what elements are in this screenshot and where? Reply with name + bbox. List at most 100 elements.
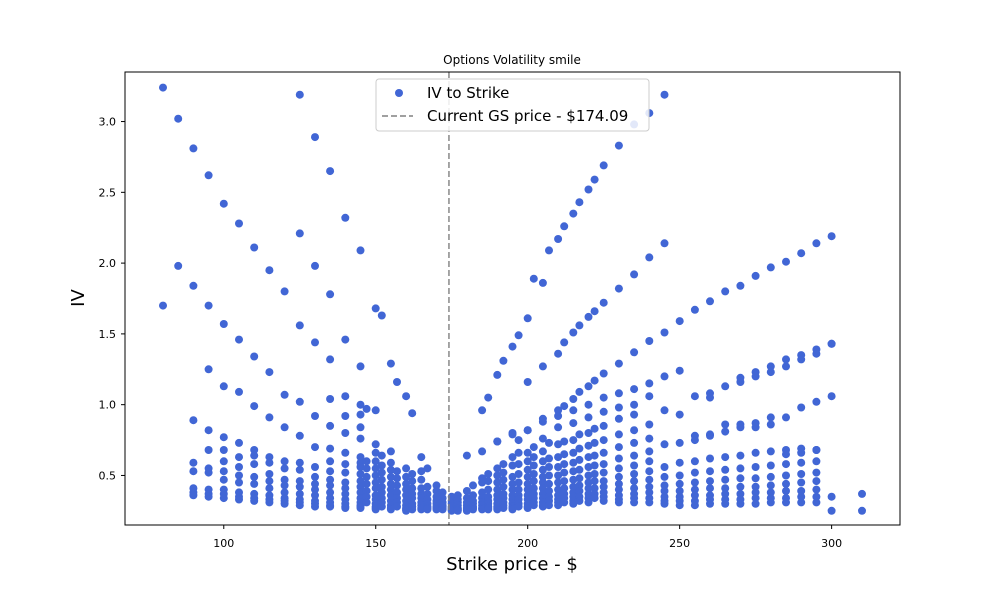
data-point bbox=[630, 400, 639, 409]
data-point bbox=[690, 485, 699, 494]
data-point bbox=[812, 239, 821, 248]
data-point bbox=[295, 465, 304, 474]
data-point bbox=[235, 438, 243, 447]
data-point bbox=[782, 362, 790, 371]
data-points bbox=[159, 83, 866, 515]
data-point bbox=[189, 281, 198, 290]
data-point bbox=[827, 492, 836, 501]
data-point bbox=[554, 453, 563, 462]
data-point bbox=[356, 488, 365, 497]
data-point bbox=[362, 464, 371, 473]
data-point bbox=[554, 485, 563, 494]
data-point bbox=[751, 482, 760, 491]
data-point bbox=[402, 464, 411, 473]
data-point bbox=[545, 479, 553, 488]
data-point bbox=[514, 331, 523, 340]
data-point bbox=[219, 475, 228, 484]
data-point bbox=[645, 498, 654, 507]
data-point bbox=[393, 474, 401, 483]
data-point bbox=[736, 474, 745, 483]
y-tick-label: 1.0 bbox=[99, 399, 117, 412]
y-tick-label: 2.5 bbox=[99, 186, 117, 199]
data-point bbox=[250, 496, 259, 505]
data-point bbox=[402, 472, 411, 481]
data-point bbox=[408, 505, 417, 514]
data-point bbox=[393, 481, 401, 490]
data-point bbox=[584, 185, 593, 194]
x-tick-label: 300 bbox=[821, 537, 842, 550]
data-point bbox=[569, 436, 578, 445]
data-point bbox=[645, 447, 654, 456]
data-point bbox=[356, 453, 365, 462]
data-point bbox=[782, 498, 790, 507]
data-point bbox=[575, 481, 584, 490]
data-point bbox=[538, 465, 547, 474]
data-point bbox=[362, 479, 371, 488]
data-point bbox=[782, 471, 790, 480]
data-point bbox=[514, 470, 523, 478]
data-point bbox=[614, 359, 623, 368]
data-point bbox=[326, 488, 335, 497]
data-point bbox=[630, 410, 639, 419]
data-point bbox=[660, 90, 669, 99]
data-point bbox=[417, 453, 426, 462]
data-point bbox=[797, 448, 806, 457]
y-tick-label: 2.0 bbox=[99, 257, 117, 270]
data-point bbox=[219, 494, 228, 503]
data-point bbox=[493, 464, 502, 473]
data-point bbox=[386, 359, 395, 368]
data-point bbox=[189, 144, 198, 153]
data-point bbox=[645, 420, 654, 429]
data-point bbox=[782, 355, 790, 364]
data-point bbox=[766, 368, 775, 377]
data-point bbox=[560, 402, 569, 411]
data-point bbox=[493, 505, 502, 514]
data-point bbox=[356, 423, 365, 432]
data-point bbox=[590, 461, 599, 470]
data-point bbox=[362, 404, 371, 413]
data-point bbox=[812, 498, 821, 507]
data-point bbox=[660, 406, 669, 415]
data-point bbox=[721, 475, 730, 484]
data-point bbox=[599, 448, 608, 457]
data-point bbox=[554, 440, 563, 449]
data-point bbox=[797, 403, 806, 412]
data-point bbox=[736, 464, 745, 473]
data-point bbox=[812, 468, 821, 477]
data-point bbox=[408, 409, 417, 418]
data-point bbox=[797, 492, 806, 501]
data-point bbox=[356, 410, 365, 419]
data-point bbox=[493, 370, 502, 379]
data-point bbox=[371, 457, 380, 466]
data-point bbox=[660, 328, 669, 337]
data-point bbox=[386, 458, 395, 467]
data-point bbox=[402, 485, 411, 494]
data-point bbox=[660, 372, 669, 381]
data-point bbox=[630, 451, 639, 460]
y-tick-label: 3.0 bbox=[99, 116, 117, 129]
data-point bbox=[204, 446, 213, 454]
data-point bbox=[721, 287, 730, 296]
data-point bbox=[462, 487, 471, 495]
data-point bbox=[614, 430, 623, 439]
data-point bbox=[493, 437, 502, 446]
data-point bbox=[782, 257, 790, 266]
data-point bbox=[356, 434, 365, 443]
data-point bbox=[235, 471, 243, 480]
data-point bbox=[402, 392, 411, 401]
data-point bbox=[545, 454, 553, 463]
x-tick-label: 200 bbox=[517, 537, 538, 550]
data-point bbox=[423, 505, 432, 514]
data-point bbox=[706, 477, 714, 486]
data-point bbox=[377, 482, 386, 491]
data-point bbox=[523, 479, 532, 488]
data-point bbox=[645, 467, 654, 476]
data-point bbox=[295, 477, 304, 486]
data-point bbox=[590, 438, 599, 447]
data-point bbox=[782, 487, 790, 495]
data-point bbox=[219, 467, 228, 476]
data-point bbox=[478, 406, 487, 415]
data-point bbox=[484, 393, 493, 402]
data-point bbox=[250, 352, 259, 361]
data-point bbox=[204, 426, 213, 435]
